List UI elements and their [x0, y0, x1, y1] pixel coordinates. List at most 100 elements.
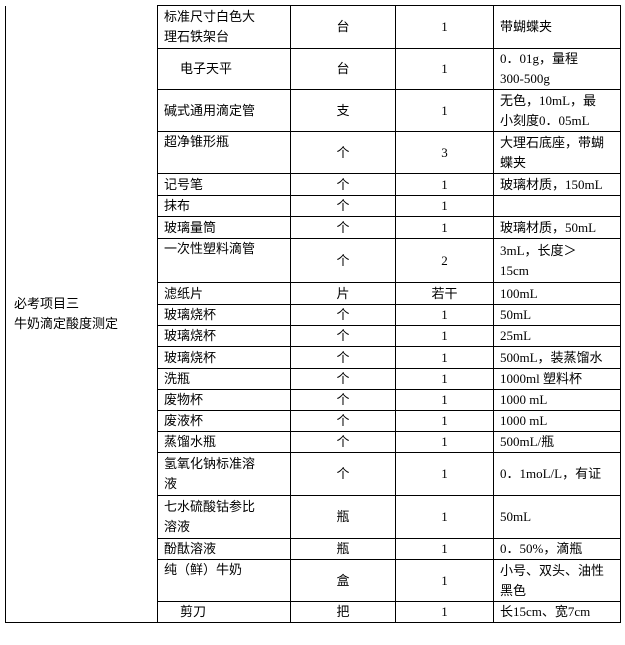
item-qty: 1: [395, 216, 494, 239]
item-unit: 个: [290, 410, 396, 432]
item-qty: 1: [395, 5, 494, 49]
item-unit: 把: [290, 601, 396, 623]
item-note: 小号、双头、油性 黑色: [493, 559, 621, 602]
cell-line: 液: [164, 476, 178, 491]
item-note: 无色，10mL，最 小刻度0．05mL: [493, 89, 621, 132]
cell-line: 电子天平: [180, 61, 233, 76]
item-unit: 台: [290, 48, 396, 90]
item-name: 滤纸片: [157, 282, 291, 305]
item-name: 氢氧化钠标准溶液: [157, 452, 291, 496]
table-row: 玻璃烧杯 个 1 50mL: [6, 304, 621, 326]
cell-line: 玻璃烧杯: [164, 349, 217, 365]
table-row: 电子天平 台 1 0．01g，量程 300-500g: [6, 48, 621, 90]
table-row: 蒸馏水瓶 个 1 500mL/瓶: [6, 431, 621, 453]
item-unit: 个: [290, 368, 396, 390]
cell-line: 25mL: [500, 328, 532, 343]
cell-line: 玻璃材质，50mL: [500, 219, 597, 235]
cell-line: 废液杯: [164, 413, 204, 428]
table-row: 洗瓶 个 1 1000ml 塑料杯: [6, 368, 621, 390]
item-unit: 盒: [290, 559, 396, 602]
item-qty: 1: [395, 495, 494, 539]
table-row: 抹布 个 1: [6, 195, 621, 217]
item-qty: 1: [395, 601, 494, 623]
item-qty: 1: [395, 304, 494, 326]
item-unit: 台: [290, 5, 396, 49]
item-name: 碱式通用滴定管: [157, 89, 291, 132]
item-note: 玻璃材质，50mL: [493, 216, 621, 239]
item-name: 玻璃量筒: [157, 216, 291, 239]
cell-line: 小刻度0．05mL: [500, 112, 590, 128]
cell-line: 3mL，长度＞: [500, 242, 577, 258]
cell-line: 15cm: [500, 262, 529, 278]
cell-line: 滤纸片: [164, 285, 204, 301]
item-name: 超净锥形瓶: [157, 131, 291, 174]
table-row: 纯（鲜）牛奶盒 1 小号、双头、油性 黑色: [6, 559, 621, 602]
table-row: 碱式通用滴定管 支 1 无色，10mL，最 小刻度0．05mL: [6, 89, 621, 132]
item-qty: 1: [395, 89, 494, 132]
cell-line: 小号、双头、油性: [500, 562, 605, 578]
item-qty: 1: [395, 173, 494, 196]
item-note: 1000ml 塑料杯: [493, 368, 621, 390]
cell-line: 玻璃量筒: [164, 219, 217, 235]
item-qty: 1: [395, 538, 494, 560]
cell-line: 黑色: [500, 582, 527, 598]
item-name: 废物杯: [157, 389, 291, 411]
item-qty: 1: [395, 368, 494, 390]
item-note: 50mL: [493, 304, 621, 326]
cell-line: 玻璃烧杯: [164, 307, 217, 322]
item-note: 1000 mL: [493, 389, 621, 411]
cell-line: 1000 mL: [500, 413, 548, 428]
item-qty: 1: [395, 325, 494, 347]
project-cell: 必考项目三 牛奶滴定酸度测定: [5, 5, 158, 623]
item-unit: 支: [290, 89, 396, 132]
cell-line: 抹布: [164, 198, 191, 213]
item-unit: 个: [290, 173, 396, 196]
item-qty: 1: [395, 195, 494, 217]
cell-line: 理石铁架台: [164, 29, 230, 44]
item-name: 七水硫酸钴参比 溶液: [157, 495, 291, 539]
item-name: 废液杯: [157, 410, 291, 432]
item-name: 蒸馏水瓶: [157, 431, 291, 453]
cell-line: 1000ml 塑料杯: [500, 371, 582, 386]
item-note: 0．1moL/L，有证: [493, 452, 621, 496]
item-note: 0．50%，滴瓶: [493, 538, 621, 560]
item-note: 3mL，长度＞ 15cm: [493, 238, 621, 283]
item-unit: 个: [290, 431, 396, 453]
item-name: 酚酞溶液: [157, 538, 291, 560]
cell-line: 50mL: [500, 307, 532, 322]
table-row: 剪刀 把 1 长15cm、宽7cm: [6, 601, 621, 623]
item-note: 0．01g，量程 300-500g: [493, 48, 621, 90]
cell-line: 碱式通用滴定管: [164, 102, 256, 118]
item-unit: 个: [290, 325, 396, 347]
cell-line: 100mL: [500, 285, 538, 301]
table-body: 必考项目三 牛奶滴定酸度测定 标准尺寸白色大 理石铁架台台 1 带蝴蝶夹 电子天平台 1 0．0…: [5, 5, 621, 623]
item-unit: 个: [290, 389, 396, 411]
item-unit: 个: [290, 195, 396, 217]
cell-line: 酚酞溶液: [164, 541, 217, 556]
cell-line: 标准尺寸白色大: [164, 9, 256, 24]
cell-line: 0．01g，量程: [500, 51, 579, 66]
item-qty: 1: [395, 48, 494, 90]
cell-line: 超净锥形瓶: [164, 134, 230, 149]
item-qty: 3: [395, 131, 494, 174]
table-row: 记号笔 个 1 玻璃材质，150mL: [6, 173, 621, 196]
item-unit: 个: [290, 238, 396, 283]
cell-line: 0．1moL/L，有证: [500, 466, 602, 481]
item-unit: 个: [290, 346, 396, 369]
cell-line: 1000 mL: [500, 392, 548, 407]
equipment-table: 必考项目三 牛奶滴定酸度测定 标准尺寸白色大 理石铁架台台 1 带蝴蝶夹 电子天平台 1 0．0…: [5, 5, 621, 623]
cell-line: 蝶夹: [500, 154, 527, 170]
item-note: 大理石底座，带蝴 蝶夹: [493, 131, 621, 174]
item-qty: 1: [395, 389, 494, 411]
item-note: 1000 mL: [493, 410, 621, 432]
cell-line: 剪刀: [180, 604, 207, 619]
cell-line: 蒸馏水瓶: [164, 434, 217, 449]
item-note: 500mL，装蒸馏水: [493, 346, 621, 369]
item-name: 纯（鲜）牛奶: [157, 559, 291, 602]
item-name: 抹布: [157, 195, 291, 217]
item-unit: 个: [290, 452, 396, 496]
item-note: 玻璃材质，150mL: [493, 173, 621, 196]
cell-line: 纯（鲜）牛奶: [164, 562, 243, 577]
item-name: 一次性塑料滴管: [157, 238, 291, 283]
